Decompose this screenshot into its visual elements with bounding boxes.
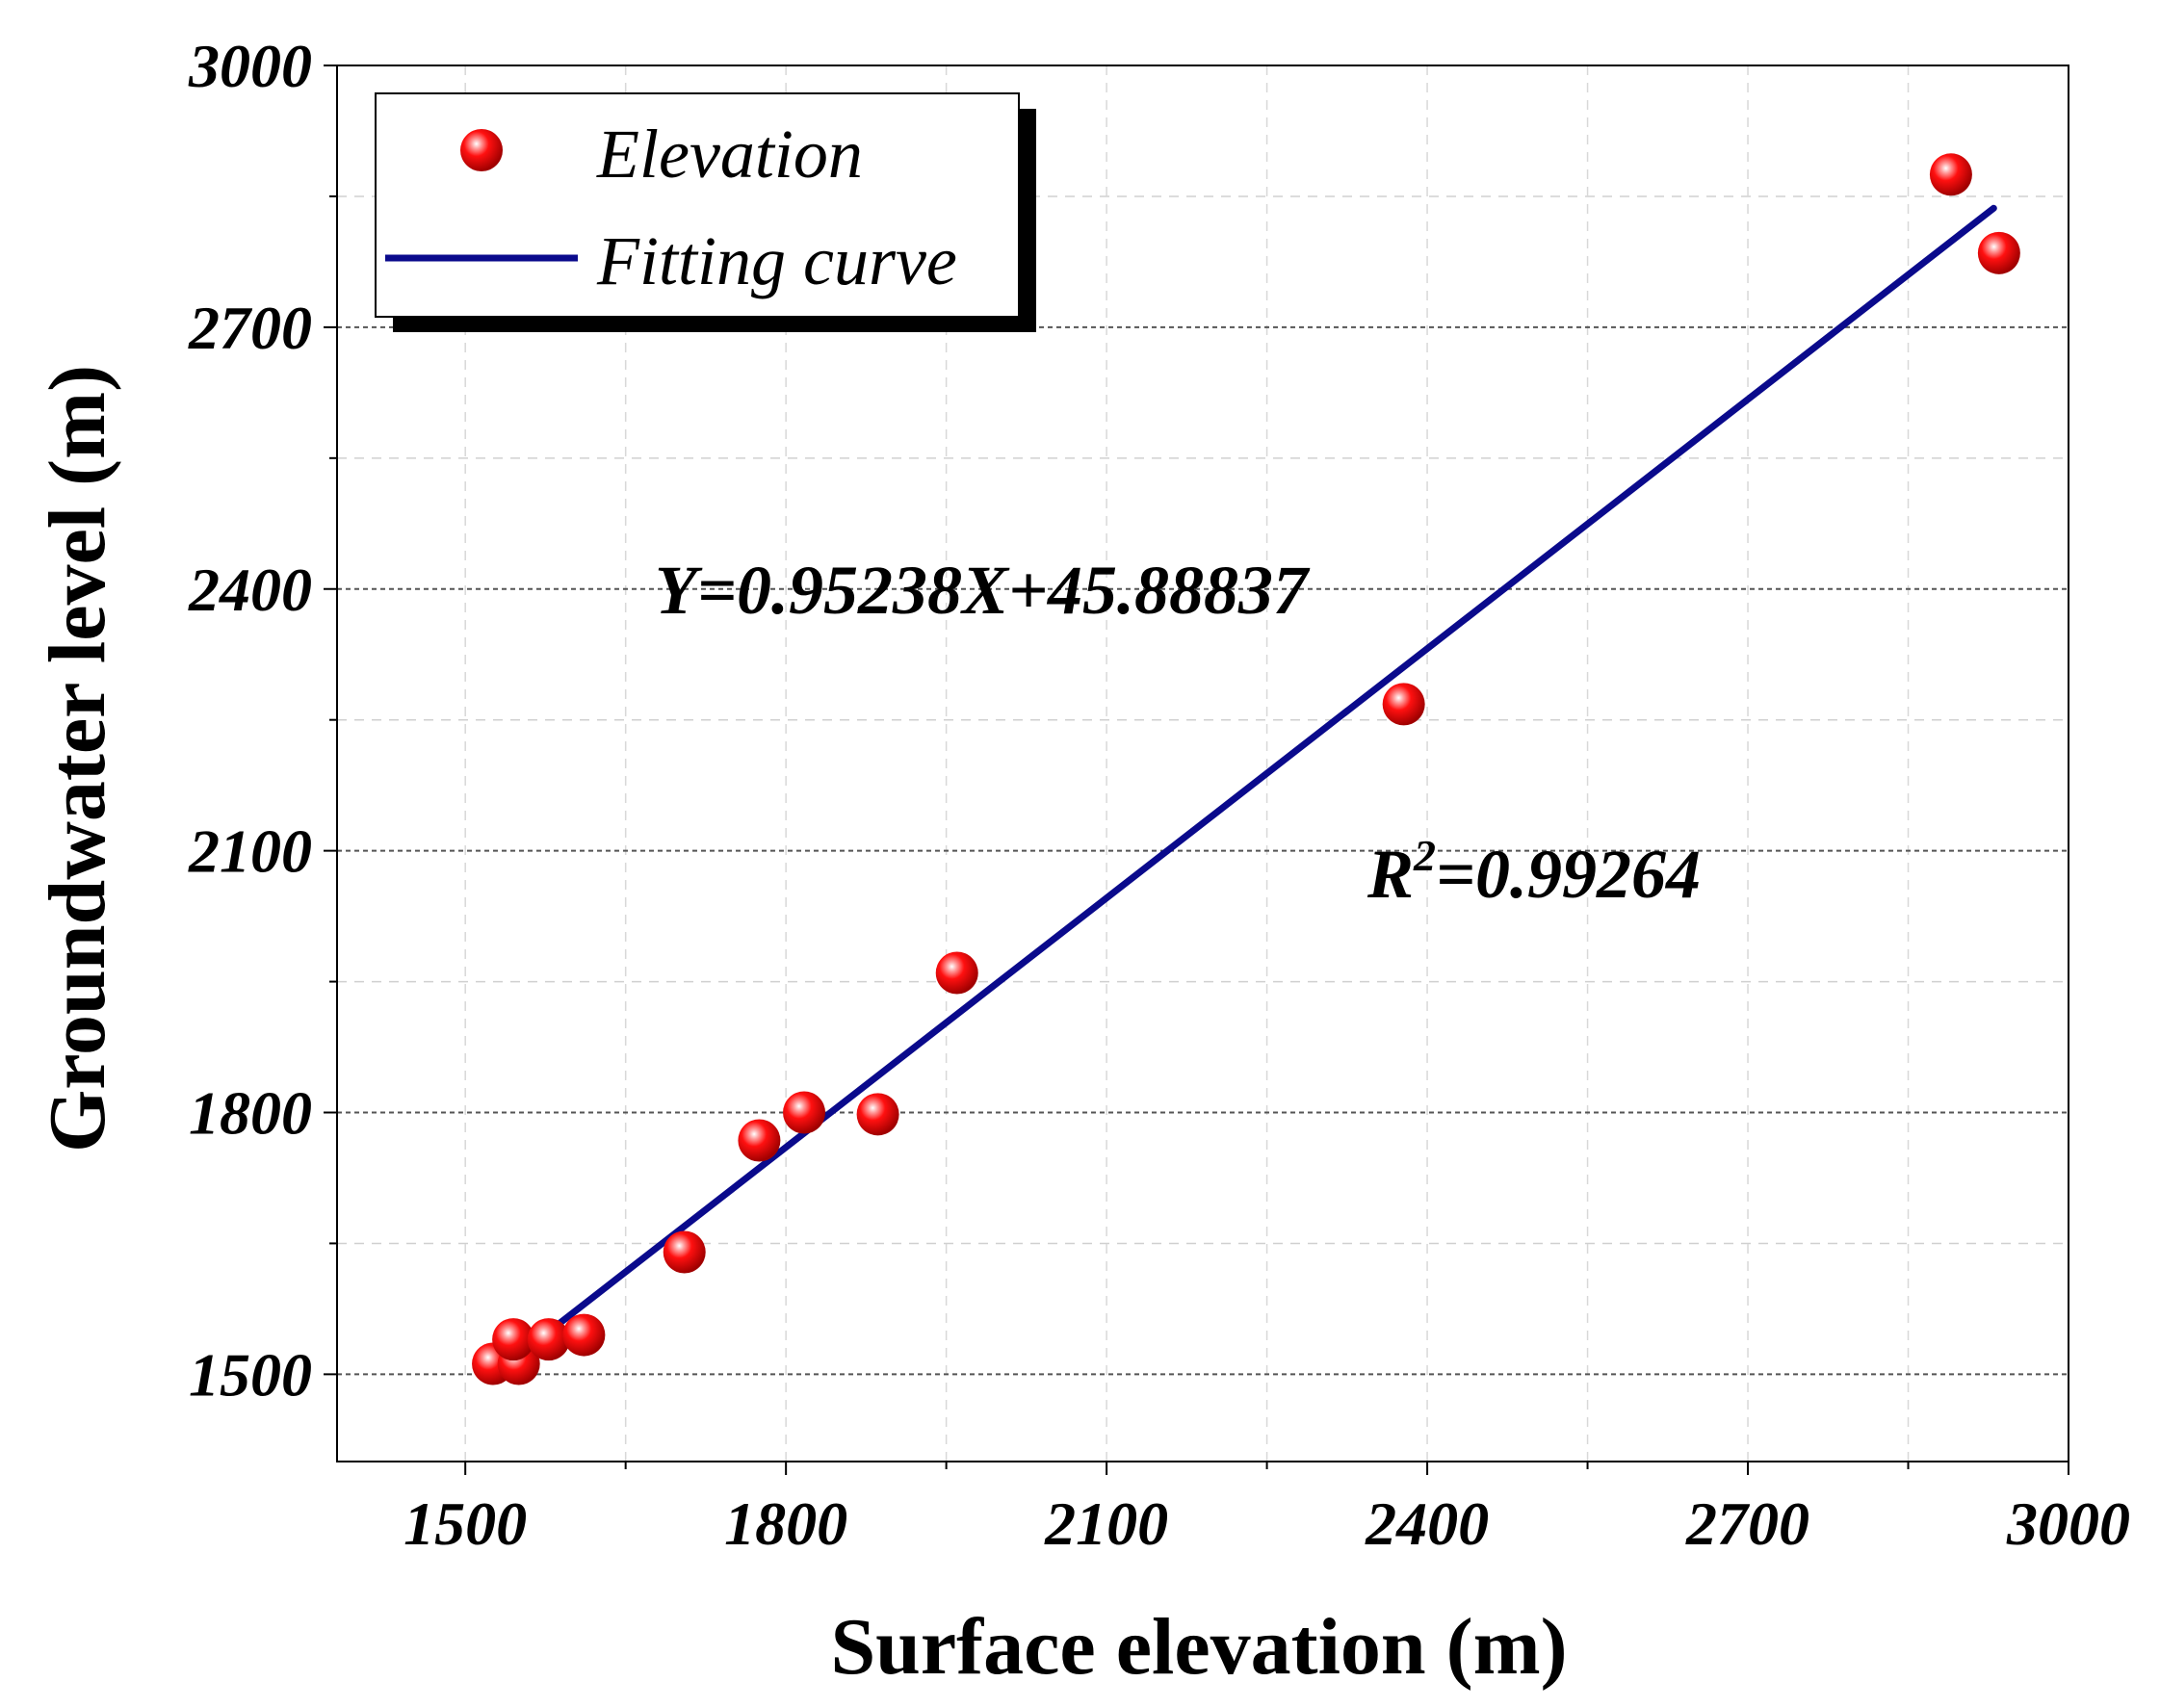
legend-marker-elevation <box>460 129 503 171</box>
scatter-point <box>1977 231 2020 274</box>
equation-annotation: Y=0.95238X+45.88837 <box>655 552 1311 629</box>
scatter-point <box>663 1230 706 1274</box>
y-tick-labels: 1500 1800 2100 2400 2700 3000 <box>188 32 312 1409</box>
x-tick-label: 2400 <box>1365 1489 1489 1558</box>
plot-area <box>336 65 2069 1462</box>
scatter-point <box>1382 683 1425 726</box>
points-layer <box>472 153 2020 1385</box>
y-tick-label: 2100 <box>188 817 312 886</box>
scatter-point <box>1929 153 1972 196</box>
axis-ticks <box>324 65 2069 1475</box>
y-axis-title: Groundwater level (m) <box>33 365 122 1152</box>
scatter-point <box>527 1318 570 1361</box>
fit-layer <box>493 204 1997 1376</box>
legend: Elevation Fitting curve <box>375 92 1036 332</box>
y-tick-label: 3000 <box>188 32 312 100</box>
scatter-point <box>562 1313 606 1357</box>
y-tick-label: 1800 <box>189 1079 312 1148</box>
r2-superscript: 2 <box>1413 831 1436 880</box>
legend-label-elevation: Elevation <box>596 116 863 193</box>
y-tick-label: 1500 <box>189 1340 312 1409</box>
scatter-point <box>935 951 978 995</box>
r2-value: =0.99264 <box>1436 836 1701 913</box>
x-tick-label: 2700 <box>1685 1489 1809 1558</box>
x-tick-labels: 1500 1800 2100 2400 2700 3000 <box>403 1489 2130 1558</box>
grid <box>337 65 2069 1462</box>
r2-prefix: R <box>1366 836 1414 913</box>
x-tick-label: 3000 <box>2006 1489 2130 1558</box>
scatter-point <box>783 1091 826 1134</box>
x-tick-label: 2100 <box>1044 1489 1168 1558</box>
fitting-curve-line <box>493 204 1997 1376</box>
r2-annotation: R2=0.99264 <box>1366 831 1701 913</box>
y-tick-label: 2700 <box>188 294 312 362</box>
scatter-point <box>738 1119 781 1162</box>
scatter-point <box>856 1093 899 1136</box>
x-tick-label: 1800 <box>724 1489 847 1558</box>
x-axis-title: Surface elevation (m) <box>830 1602 1567 1692</box>
y-tick-label: 2400 <box>188 556 312 624</box>
scatter-point <box>492 1318 535 1361</box>
x-tick-label: 1500 <box>403 1489 527 1558</box>
legend-label-fitting: Fitting curve <box>596 222 957 299</box>
